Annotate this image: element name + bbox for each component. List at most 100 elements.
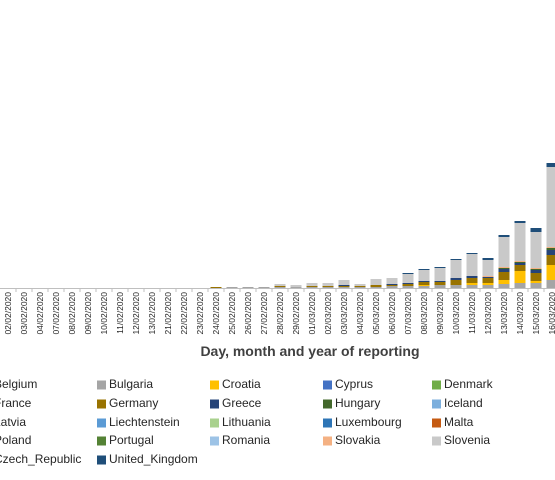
bar-segment [386, 285, 398, 286]
legend-swatch [210, 436, 219, 446]
bar-segment [530, 228, 542, 232]
bar-segment [546, 167, 555, 247]
x-tick-label: 09/03/2020 [435, 292, 445, 335]
bar-segment [466, 276, 478, 278]
bar-segment [338, 285, 350, 286]
bar-segment [402, 284, 414, 286]
bar-segment [306, 287, 318, 288]
bar-segment [386, 278, 398, 284]
x-tick-label: 12/03/2020 [483, 292, 493, 335]
legend-label: Hungary [335, 396, 380, 410]
bar-segment [354, 287, 366, 288]
bar-segment [418, 286, 430, 288]
bar-segment [402, 283, 414, 284]
legend-swatch [432, 399, 441, 409]
legend-label: Iceland [444, 396, 483, 410]
bar-segment [434, 267, 446, 268]
x-tick-label: 28/02/2020 [275, 292, 285, 335]
legend-swatch [97, 418, 106, 428]
bar-segment [530, 269, 542, 270]
bar-segment [546, 247, 555, 248]
bar-segment [498, 280, 510, 284]
x-tick-label: 24/02/2020 [211, 292, 221, 335]
legend-swatch [323, 436, 332, 446]
bar-segment [482, 283, 494, 285]
bar-segment [258, 287, 270, 288]
x-tick-label: 08/02/2020 [67, 292, 77, 335]
legend-swatch [323, 418, 332, 428]
legend-label: Liechtenstein [109, 415, 180, 429]
bar-segment [498, 284, 510, 288]
bar-segment [354, 286, 366, 287]
bar-segment [546, 163, 555, 167]
bar-segment [306, 286, 318, 287]
x-tick-label: 11/02/2020 [115, 292, 125, 334]
x-tick-label: 13/02/2020 [147, 292, 157, 335]
x-tick-label: 22/02/2020 [179, 292, 189, 335]
bar-segment [418, 270, 430, 281]
bar-segment [402, 286, 414, 288]
bar-segment [418, 269, 430, 270]
bar-segment [546, 248, 555, 250]
bar-segment [434, 268, 446, 281]
x-tick-label: 10/02/2020 [99, 292, 109, 335]
legend-label: Cyprus [335, 377, 373, 391]
bar-segment [450, 260, 462, 278]
bar-segment [482, 276, 494, 277]
bar-segment [498, 272, 510, 280]
x-tick-label: 07/02/2020 [51, 292, 61, 335]
bar-segment [530, 268, 542, 269]
x-tick-label: 09/02/2020 [83, 292, 93, 335]
bar-segment [514, 221, 526, 223]
bar-segment [450, 285, 462, 288]
legend-swatch [432, 418, 441, 428]
bar-segment [418, 285, 430, 286]
bar-segment [530, 270, 542, 273]
legend-label: Romania [222, 433, 270, 447]
bar-segment [434, 282, 446, 285]
bar-segment [386, 284, 398, 285]
bar-segment [498, 267, 510, 268]
legend-swatch [97, 380, 106, 390]
bar-segment [466, 254, 478, 276]
x-tick-label: 03/03/2020 [339, 292, 349, 335]
bar-segment [338, 280, 350, 285]
x-tick-label: 04/02/2020 [35, 292, 45, 335]
bar-segment [290, 285, 302, 287]
bar-segment [514, 265, 526, 271]
bar-segment [226, 287, 238, 288]
legend-label: Poland [0, 433, 31, 447]
bar-segment [322, 286, 334, 287]
bar-segment [482, 285, 494, 288]
x-tick-label: 03/02/2020 [19, 292, 29, 335]
bar-segment [482, 277, 494, 278]
bar-segment [386, 286, 398, 288]
bar-segment [242, 287, 254, 288]
x-tick-label: 29/02/2020 [291, 292, 301, 335]
x-tick-label: 13/03/2020 [499, 292, 509, 335]
x-axis-title: Day, month and year of reporting [200, 343, 419, 359]
legend-label: Luxembourg [335, 415, 402, 429]
legend-swatch [97, 399, 106, 409]
bar-segment [274, 286, 286, 287]
legend-label: Belgium [0, 377, 37, 391]
bar-segment [338, 287, 350, 288]
bar-segment [482, 258, 494, 260]
x-tick-label: 01/03/2020 [307, 292, 317, 335]
bar-segment [498, 237, 510, 267]
legend-label: United_Kingdom [109, 452, 198, 466]
x-tick-label: 16/03/2020 [547, 292, 555, 335]
bar-segment [514, 262, 526, 263]
x-tick-label: 06/03/2020 [387, 292, 397, 335]
bar-segment [354, 284, 366, 286]
x-tick-label: 02/03/2020 [323, 292, 333, 335]
bar-segment [210, 287, 222, 288]
legend-label: Czech_Republic [0, 452, 81, 466]
bar-segment [498, 269, 510, 272]
bar-segment [434, 285, 446, 288]
bar-segment [418, 281, 430, 282]
bar-segment [402, 273, 414, 274]
bar-segment [546, 250, 555, 255]
